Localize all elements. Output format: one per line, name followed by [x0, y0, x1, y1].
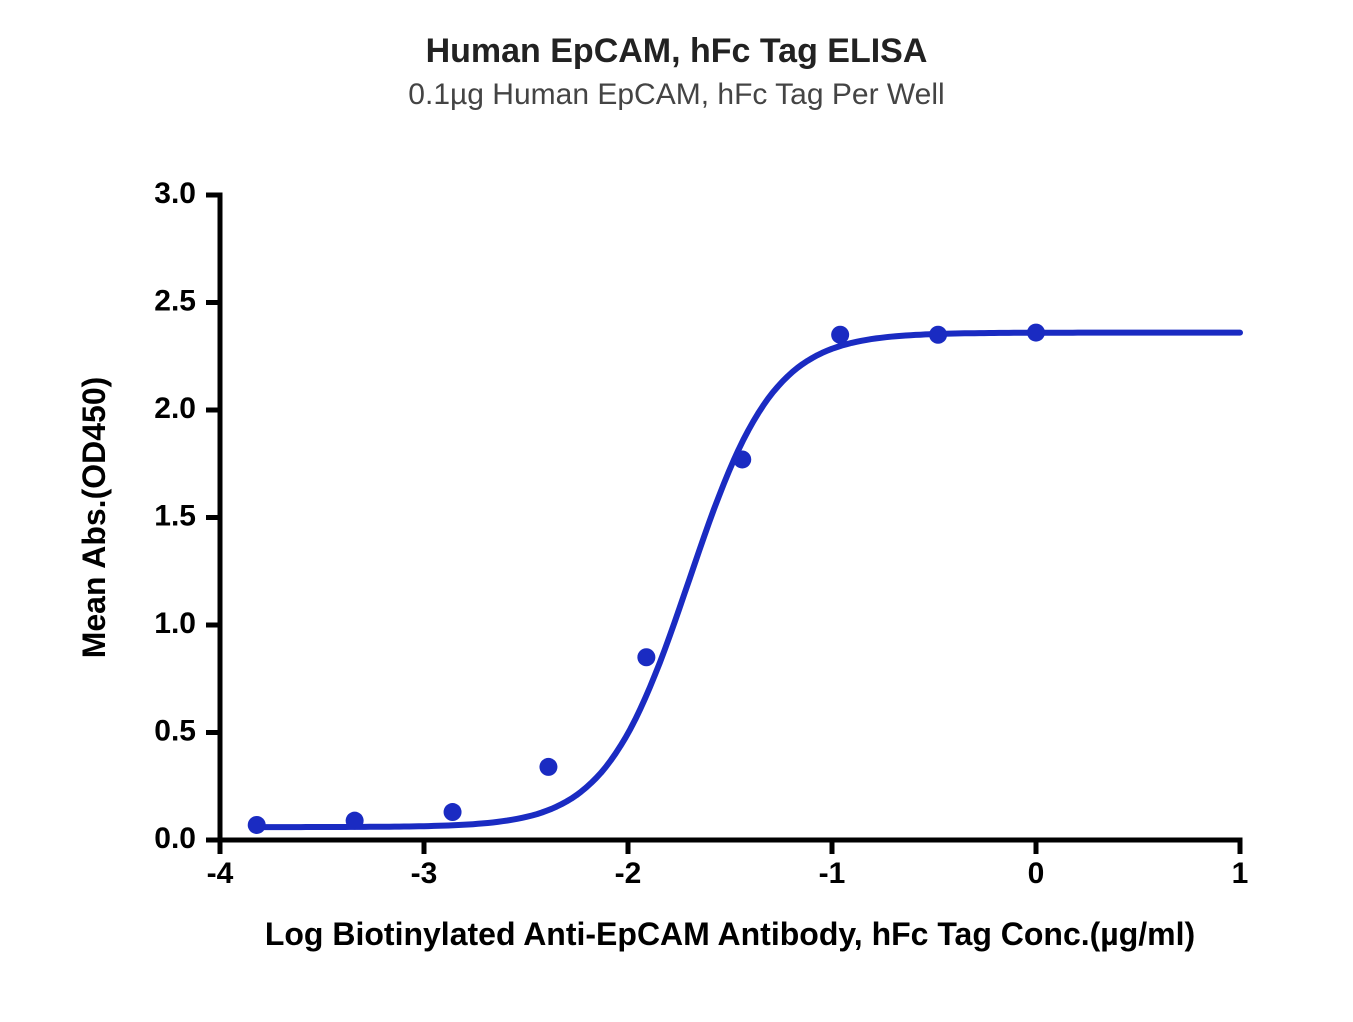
data-point [831, 326, 849, 344]
fitted-curve [257, 333, 1240, 827]
data-point [444, 803, 462, 821]
data-point [733, 450, 751, 468]
data-point [929, 326, 947, 344]
y-tick-label: 0.5 [154, 714, 196, 747]
x-tick-label: -1 [819, 857, 846, 890]
x-axis-title: Log Biotinylated Anti-EpCAM Antibody, hF… [265, 916, 1195, 952]
y-tick-label: 2.5 [154, 284, 196, 317]
x-tick-label: 1 [1232, 857, 1249, 890]
x-tick-label: -2 [615, 857, 642, 890]
y-tick-label: 1.5 [154, 499, 196, 532]
y-tick-label: 3.0 [154, 177, 196, 210]
chart-svg: -4 -3 -2 -1 0 1 0.0 0.5 1.0 1.5 2.0 2.5 3.0 Mean Abs.… [0, 0, 1353, 1017]
y-tick-label: 0.0 [154, 822, 196, 855]
page: Human EpCAM, hFc Tag ELISA 0.1µg Human E… [0, 0, 1353, 1017]
y-tick-label: 2.0 [154, 392, 196, 425]
x-tick-label: -4 [207, 857, 234, 890]
data-point [539, 758, 557, 776]
chart-area: -4 -3 -2 -1 0 1 0.0 0.5 1.0 1.5 2.0 2.5 3.0 Mean Abs.… [0, 0, 1353, 1017]
data-point [248, 816, 266, 834]
x-tick-label: 0 [1028, 857, 1045, 890]
y-tick-label: 1.0 [154, 607, 196, 640]
data-point [1027, 324, 1045, 342]
x-tick-label: -3 [411, 857, 438, 890]
y-axis-title: Mean Abs.(OD450) [76, 377, 112, 659]
data-point [637, 648, 655, 666]
data-point [346, 812, 364, 830]
